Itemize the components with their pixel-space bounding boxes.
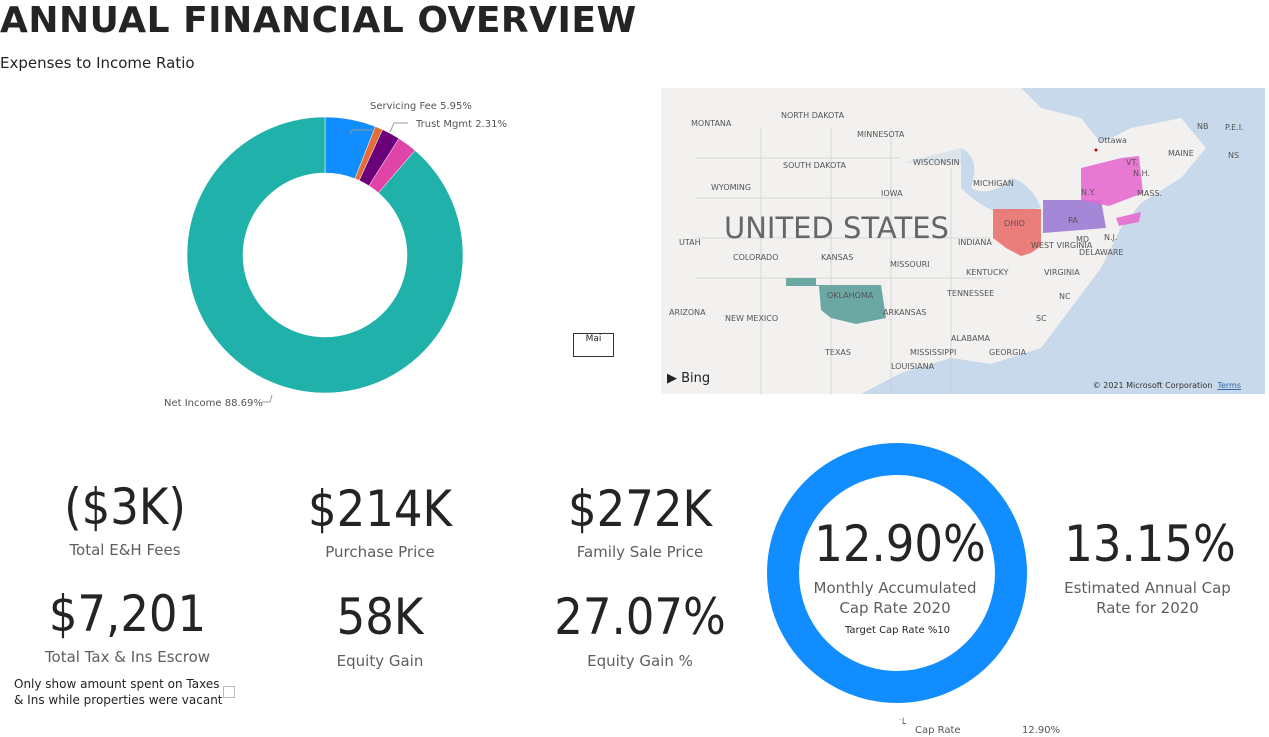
legend-box: Mai	[573, 333, 614, 357]
cap-rate-value: 12.90%	[814, 515, 986, 573]
kpi-equity-gain-pct-label: Equity Gain %	[587, 652, 693, 670]
svg-text:NORTH DAKOTA: NORTH DAKOTA	[781, 111, 845, 120]
svg-text:MAINE: MAINE	[1168, 149, 1194, 158]
kpi-equity-gain-value: 58K	[336, 588, 424, 646]
svg-text:ARIZONA: ARIZONA	[669, 308, 706, 317]
cap-rate-legend-name: Cap Rate	[915, 725, 961, 736]
annual-cap-rate-value: 13.15%	[1064, 515, 1236, 573]
cap-rate-ring	[767, 443, 1027, 703]
bing-icon: ▶	[667, 371, 677, 386]
svg-text:WISCONSIN: WISCONSIN	[913, 158, 960, 167]
svg-text:OKLAHOMA: OKLAHOMA	[827, 291, 874, 300]
svg-text:MINNESOTA: MINNESOTA	[857, 130, 905, 139]
svg-text:IOWA: IOWA	[881, 189, 903, 198]
kpi-eh-fees-label: Total E&H Fees	[69, 541, 181, 559]
nj-region	[1116, 212, 1141, 226]
svg-text:MISSISSIPPI: MISSISSIPPI	[910, 348, 956, 357]
svg-text:TEXAS: TEXAS	[824, 348, 851, 357]
cap-rate-legend-value: 12.90%	[1022, 725, 1061, 736]
svg-text:ARKANSAS: ARKANSAS	[883, 308, 926, 317]
bing-logo: ▶ Bing	[667, 371, 711, 386]
map-copyright: © 2021 Microsoft Corporation Terms	[1092, 381, 1241, 390]
svg-text:MASS.: MASS.	[1137, 189, 1162, 198]
svg-text:P.E.I.: P.E.I.	[1225, 123, 1244, 132]
svg-text:OHIO: OHIO	[1004, 219, 1025, 228]
kpi-equity-gain-label: Equity Gain	[336, 652, 424, 670]
chart-subtitle: Expenses to Income Ratio	[0, 54, 195, 72]
svg-text:VIRGINIA: VIRGINIA	[1044, 268, 1080, 277]
kpi-family-sale-value: $272K	[568, 480, 712, 538]
svg-text:N.H.: N.H.	[1133, 169, 1150, 178]
svg-text:GEORGIA: GEORGIA	[989, 348, 1027, 357]
svg-text:MICHIGAN: MICHIGAN	[973, 179, 1014, 188]
ohio-region	[993, 209, 1041, 256]
svg-text:PA: PA	[1068, 216, 1078, 225]
us-map[interactable]: UNITED STATES MONTANA NORTH DAKOTA MINNE…	[661, 88, 1265, 394]
svg-text:NS: NS	[1228, 151, 1239, 160]
target-cap-rate: Target Cap Rate %10	[844, 625, 951, 636]
country-label: UNITED STATES	[724, 211, 949, 245]
pa-region	[1043, 200, 1106, 233]
kpi-family-sale-label: Family Sale Price	[576, 543, 704, 561]
svg-text:MD: MD	[1076, 235, 1089, 244]
svg-text:NEW MEXICO: NEW MEXICO	[725, 314, 778, 323]
cap-rate-ring-chart[interactable]	[757, 430, 1037, 720]
kpi-tax-escrow-label: Total Tax & Ins Escrow	[44, 648, 211, 666]
map-canvas: UNITED STATES MONTANA NORTH DAKOTA MINNE…	[661, 88, 1244, 394]
svg-text:MISSOURI: MISSOURI	[890, 260, 930, 269]
svg-text:MONTANA: MONTANA	[691, 119, 732, 128]
svg-text:WYOMING: WYOMING	[711, 183, 751, 192]
net-income-label: Net Income 88.69%	[164, 398, 263, 409]
svg-text:KANSAS: KANSAS	[821, 253, 853, 262]
cap-rate-legend-marker: └	[900, 719, 907, 730]
vacancy-note: Only show amount spent on Taxes & Ins wh…	[14, 677, 223, 707]
donut-slice-net-income[interactable]	[186, 116, 464, 394]
vacancy-checkbox[interactable]	[223, 686, 235, 698]
page-title: ANNUAL FINANCIAL OVERVIEW	[0, 0, 637, 41]
kpi-purchase-price-label: Purchase Price	[325, 543, 435, 561]
expenses-donut-chart[interactable]: Servicing Fee 5.95% Trust Mgmt 2.31% Net…	[150, 90, 510, 420]
svg-text:WEST VIRGINIA: WEST VIRGINIA	[1031, 241, 1093, 250]
svg-text:INDIANA: INDIANA	[958, 238, 992, 247]
svg-text:COLORADO: COLORADO	[733, 253, 779, 262]
svg-text:VT.: VT.	[1126, 158, 1138, 167]
trust-mgmt-label: Trust Mgmt 2.31%	[415, 119, 507, 130]
svg-text:SC: SC	[1036, 314, 1047, 323]
svg-text:N.Y.: N.Y.	[1081, 188, 1095, 197]
kpi-tax-escrow-value: $7,201	[48, 585, 207, 643]
kpi-eh-fees-value: ($3K)	[64, 478, 186, 536]
cap-rate-label: Monthly Accumulated Cap Rate 2020	[813, 579, 977, 617]
svg-text:NC: NC	[1059, 292, 1071, 301]
svg-text:UTAH: UTAH	[679, 238, 701, 247]
svg-text:SOUTH DAKOTA: SOUTH DAKOTA	[783, 161, 847, 170]
kpi-equity-gain-pct-value: 27.07%	[554, 588, 726, 646]
svg-text:KENTUCKY: KENTUCKY	[966, 268, 1009, 277]
svg-text:N.J.: N.J.	[1104, 233, 1117, 242]
servicing-fee-label: Servicing Fee 5.95%	[370, 101, 472, 112]
svg-text:LOUISIANA: LOUISIANA	[891, 362, 935, 371]
svg-text:DELAWARE: DELAWARE	[1079, 248, 1123, 257]
svg-text:TENNESSEE: TENNESSEE	[946, 289, 994, 298]
annual-cap-rate-label: Estimated Annual Cap Rate for 2020	[1064, 579, 1231, 617]
terms-link[interactable]: Terms	[1217, 381, 1241, 390]
ny-region	[1081, 156, 1143, 206]
svg-text:NB: NB	[1197, 122, 1208, 131]
oklahoma-region	[786, 278, 886, 324]
svg-text:Ottawa: Ottawa	[1098, 136, 1127, 145]
kpi-purchase-price-value: $214K	[308, 480, 452, 538]
svg-text:ALABAMA: ALABAMA	[951, 334, 990, 343]
